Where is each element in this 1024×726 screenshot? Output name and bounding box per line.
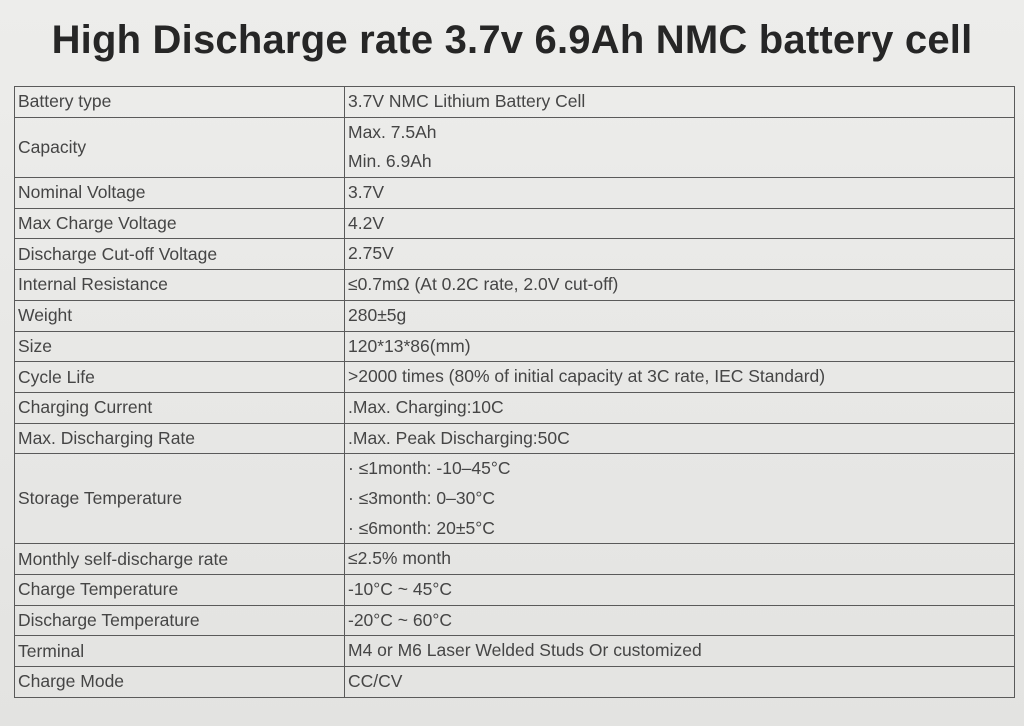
spec-value-line: ≤2.5% month bbox=[348, 548, 451, 569]
spec-value: Max. 7.5Ah Min. 6.9Ah bbox=[344, 116, 1015, 179]
spec-value-line: 4.2V bbox=[348, 212, 384, 233]
spec-value-line: 3.7V NMC Lithium Battery Cell bbox=[348, 91, 586, 111]
spec-label: Terminal bbox=[14, 635, 345, 668]
spec-label: Monthly self-discharge rate bbox=[14, 543, 345, 575]
spec-value-line: .Max. Peak Discharging:50C bbox=[348, 427, 570, 448]
page-title: High Discharge rate 3.7v 6.9Ah NMC batte… bbox=[51, 18, 973, 62]
spec-table: Battery type 3.7V NMC Lithium Battery Cel… bbox=[14, 86, 1015, 698]
spec-row: Discharge Temperature -20°C ~ 60°C bbox=[14, 604, 1015, 637]
spec-row: Cycle Life >2000 times (80% of initial ca… bbox=[14, 361, 1015, 393]
spec-label: Charge Temperature bbox=[14, 574, 345, 606]
spec-row: Charging Current .Max. Charging:10C bbox=[14, 391, 1015, 424]
spec-label: Internal Resistance bbox=[14, 269, 345, 301]
spec-label: Charging Current bbox=[14, 391, 345, 424]
spec-value-line: .Max. Charging:10C bbox=[348, 396, 504, 417]
spec-value-line: Min. 6.9Ah bbox=[348, 151, 432, 172]
spec-label: Storage Temperature bbox=[14, 453, 345, 545]
spec-label: Size bbox=[14, 330, 345, 363]
spec-row: Capacity Max. 7.5Ah Min. 6.9Ah bbox=[14, 116, 1015, 179]
spec-value-line: · ≤1month: -10–45°C bbox=[348, 458, 511, 479]
spec-label: Charge Mode bbox=[14, 666, 345, 698]
spec-value-line: Max. 7.5Ah bbox=[348, 121, 437, 142]
spec-value: ≤0.7mΩ (At 0.2C rate, 2.0V cut-off) bbox=[344, 269, 1015, 301]
spec-value: M4 or M6 Laser Welded Studs Or customize… bbox=[344, 635, 1015, 668]
spec-value-line: 3.7V bbox=[348, 182, 384, 203]
spec-value: 3.7V NMC Lithium Battery Cell bbox=[344, 86, 1015, 118]
spec-value: .Max. Charging:10C bbox=[344, 391, 1015, 424]
spec-row: Internal Resistance ≤0.7mΩ (At 0.2C rate,… bbox=[14, 269, 1015, 301]
spec-value-line: 2.75V bbox=[348, 243, 394, 264]
spec-value: 4.2V bbox=[344, 207, 1015, 240]
spec-label: Weight bbox=[14, 299, 345, 332]
spec-label: Discharge Cut-off Voltage bbox=[14, 238, 345, 271]
spec-value: · ≤1month: -10–45°C · ≤3month: 0–30°C · ≤6… bbox=[344, 453, 1015, 545]
spec-row: Discharge Cut-off Voltage 2.75V bbox=[14, 238, 1015, 271]
spec-row: Terminal M4 or M6 Laser Welded Studs Or c… bbox=[14, 635, 1015, 668]
spec-value: 2.75V bbox=[344, 238, 1015, 271]
spec-row: Charge Mode CC/CV bbox=[14, 666, 1015, 698]
spec-value-line: 120*13*86(mm) bbox=[348, 335, 471, 356]
spec-value: -10°C ~ 45°C bbox=[344, 574, 1015, 606]
spec-row: Battery type 3.7V NMC Lithium Battery Cel… bbox=[14, 86, 1015, 118]
spec-value: 120*13*86(mm) bbox=[344, 330, 1015, 363]
spec-value: CC/CV bbox=[344, 666, 1015, 698]
spec-value-line: >2000 times (80% of initial capacity at … bbox=[348, 366, 826, 387]
spec-value: .Max. Peak Discharging:50C bbox=[344, 422, 1015, 455]
spec-row: Monthly self-discharge rate ≤2.5% month bbox=[14, 543, 1015, 575]
spec-label: Nominal Voltage bbox=[14, 177, 345, 209]
spec-row: Storage Temperature · ≤1month: -10–45°C · … bbox=[14, 453, 1015, 545]
spec-value-line: · ≤3month: 0–30°C bbox=[348, 487, 495, 508]
spec-value: >2000 times (80% of initial capacity at … bbox=[344, 361, 1015, 393]
spec-row: Charge Temperature -10°C ~ 45°C bbox=[14, 574, 1015, 606]
spec-value-line: -20°C ~ 60°C bbox=[348, 609, 452, 630]
spec-label: Discharge Temperature bbox=[14, 604, 345, 637]
spec-label: Cycle Life bbox=[14, 361, 345, 393]
spec-value-line: 280±5g bbox=[348, 304, 407, 325]
spec-value-line: CC/CV bbox=[348, 671, 403, 692]
spec-value-line: M4 or M6 Laser Welded Studs Or customize… bbox=[348, 640, 702, 661]
spec-row: Weight 280±5g bbox=[14, 299, 1015, 332]
spec-row: Max Charge Voltage 4.2V bbox=[14, 207, 1015, 240]
spec-row: Size 120*13*86(mm) bbox=[14, 330, 1015, 363]
spec-row: Max. Discharging Rate .Max. Peak Discharg… bbox=[14, 422, 1015, 455]
spec-label: Battery type bbox=[14, 86, 345, 118]
spec-value: ≤2.5% month bbox=[344, 543, 1015, 575]
spec-value: 3.7V bbox=[344, 177, 1015, 209]
spec-table-body: Battery type 3.7V NMC Lithium Battery Cel… bbox=[14, 86, 1015, 698]
spec-value: 280±5g bbox=[344, 299, 1015, 332]
spec-label: Max. Discharging Rate bbox=[14, 422, 345, 455]
spec-value-line: · ≤6month: 20±5°C bbox=[348, 517, 495, 538]
spec-value: -20°C ~ 60°C bbox=[344, 604, 1015, 637]
spec-value-line: -10°C ~ 45°C bbox=[348, 579, 452, 599]
spec-label: Max Charge Voltage bbox=[14, 207, 345, 240]
spec-row: Nominal Voltage 3.7V bbox=[14, 177, 1015, 209]
spec-value-line: ≤0.7mΩ (At 0.2C rate, 2.0V cut-off) bbox=[348, 274, 619, 295]
spec-label: Capacity bbox=[14, 116, 345, 179]
